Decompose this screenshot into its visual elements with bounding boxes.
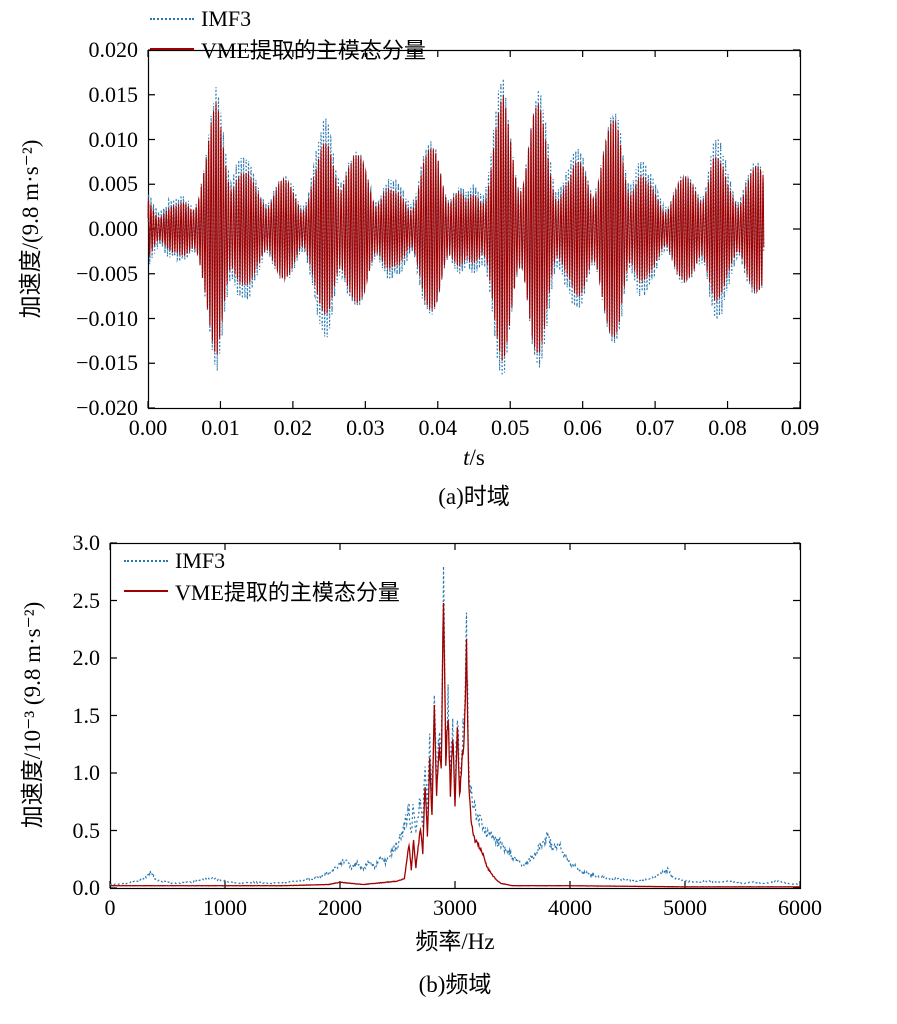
y-axis-title-time: 加速度/(9.8 m·s⁻²)	[18, 139, 43, 319]
legend-label-vme-freq: VME提取的主模态分量	[175, 579, 400, 605]
caption-time-domain: (a)时域	[438, 484, 510, 509]
legend-item-imf3: IMF3	[150, 5, 426, 32]
x-axis-unit: /s	[469, 445, 485, 470]
legend-item-vme: VME提取的主模态分量	[150, 35, 426, 63]
legend-freq-domain: IMF3 VME提取的主模态分量	[124, 547, 400, 605]
caption-freq-domain: (b)频域	[418, 972, 492, 997]
x-axis-title-time: t/s	[463, 445, 485, 471]
imf3-line-swatch-icon	[124, 559, 168, 562]
legend-label-vme: VME提取的主模态分量	[201, 37, 426, 63]
legend-time-domain: IMF3 VME提取的主模态分量	[150, 5, 426, 63]
imf3-line-swatch-icon	[150, 17, 194, 20]
legend-label-imf3: IMF3	[201, 5, 252, 31]
legend-label-imf3-freq: IMF3	[175, 547, 226, 573]
legend-item-imf3-freq: IMF3	[124, 547, 400, 574]
vme-line-swatch-icon	[124, 589, 168, 592]
y-axis-title-freq: 加速度/10⁻³ (9.8 m·s⁻²)	[20, 601, 45, 829]
x-axis-title-freq: 频率/Hz	[415, 929, 495, 954]
legend-item-vme-freq: VME提取的主模态分量	[124, 577, 400, 605]
vme-line-swatch-icon	[150, 47, 194, 50]
x-axis-var: t	[463, 445, 470, 470]
